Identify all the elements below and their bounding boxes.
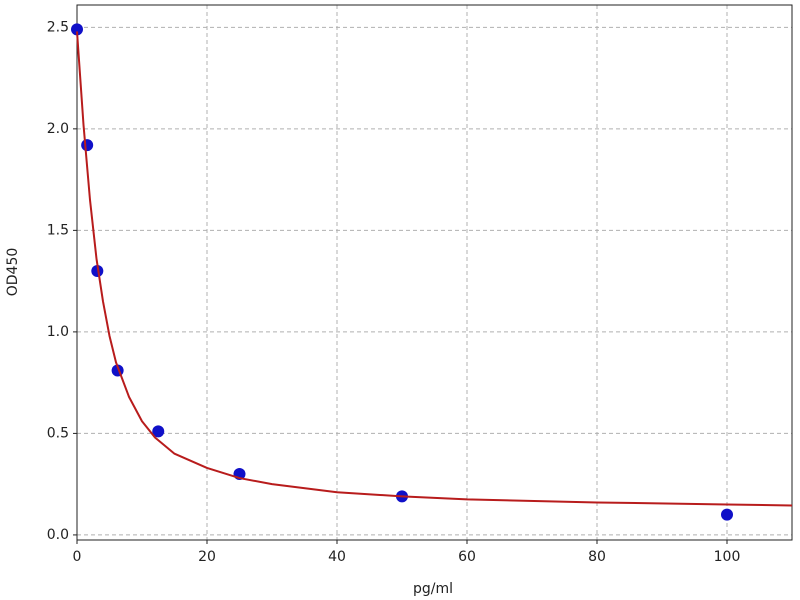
- y-tick-label: 1.0: [47, 324, 69, 340]
- x-tick-label: 20: [198, 549, 216, 565]
- x-axis-label: pg/ml: [413, 581, 453, 597]
- x-tick-label: 0: [73, 549, 82, 565]
- x-tick-label: 60: [458, 549, 476, 565]
- x-tick-label: 40: [328, 549, 346, 565]
- x-tick-label: 100: [714, 549, 741, 565]
- data-point: [152, 425, 165, 438]
- fit-curve: [76, 31, 793, 507]
- y-tick-label: 1.5: [47, 222, 69, 238]
- y-tick-label: 2.0: [47, 121, 69, 137]
- y-axis-label: OD450: [5, 248, 21, 297]
- data-point: [91, 264, 104, 277]
- x-tick-label: 80: [588, 549, 606, 565]
- data-point: [721, 508, 733, 521]
- data-point: [71, 23, 83, 36]
- y-tick-label: 2.5: [47, 19, 69, 35]
- y-tick-label: 0.5: [47, 425, 69, 441]
- plot-frame: [76, 4, 793, 541]
- data-point: [81, 139, 94, 152]
- y-tick-label: 0.0: [47, 527, 69, 543]
